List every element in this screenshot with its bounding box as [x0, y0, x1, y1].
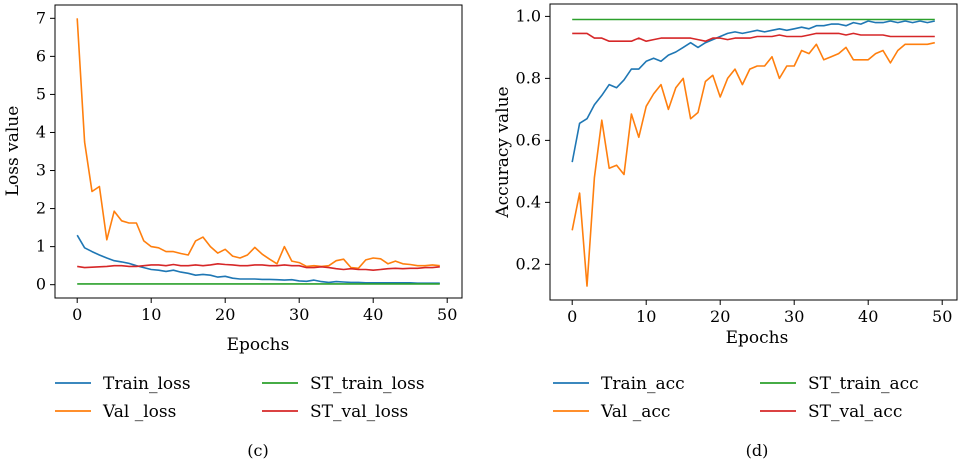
x-axis-label: Epochs [227, 335, 290, 355]
legend-item: ST_train_loss [262, 374, 425, 394]
x-tick-label: 30 [784, 307, 804, 326]
series-line-val-acc [571, 41, 935, 287]
y-tick-label: 1 [36, 237, 46, 256]
x-tick-label: 40 [858, 307, 878, 326]
legend-item: ST_val_loss [262, 402, 408, 422]
legend-item: Train_acc [553, 374, 685, 394]
y-axis-label: Accuracy value [493, 86, 513, 218]
y-tick-label: 3 [36, 161, 46, 180]
legend-label: Val _acc [600, 402, 670, 422]
plot-frame [54, 4, 463, 299]
series-line-st-val-acc [572, 32, 935, 43]
plot-frame [549, 3, 958, 301]
y-tick-label: 2 [36, 199, 46, 218]
series-group [571, 18, 935, 287]
legend-label: Val _loss [102, 402, 176, 422]
x-tick-label: 10 [141, 305, 161, 324]
x-tick-label: 0 [567, 307, 577, 326]
legend-item: Val _acc [553, 402, 670, 422]
series-line-st-val-loss [77, 262, 440, 272]
y-tick-label: 7 [36, 8, 46, 27]
x-tick-label: 20 [215, 305, 235, 324]
x-tick-label: 50 [932, 307, 952, 326]
y-axis-label: Loss value [3, 106, 23, 197]
legend: Train_loss Val _loss ST_train_loss ST_val_l… [55, 374, 425, 422]
legend-label: ST_val_acc [808, 402, 902, 422]
legend-item: Val _loss [55, 402, 176, 422]
y-tick-label: 5 [36, 84, 46, 103]
legend: Train_acc Val _acc ST_train_acc ST_val_acc [553, 374, 919, 422]
y-tick-label: 0.4 [516, 192, 541, 211]
y-tick-label: 6 [36, 46, 46, 65]
y-tick-label: 1.0 [516, 6, 541, 25]
y-tick-label: 0.6 [516, 130, 541, 149]
y-tick-label: 0.8 [516, 68, 541, 87]
y-tick-label: 0.2 [516, 254, 541, 273]
legend-label: ST_val_loss [310, 402, 408, 422]
chart-panel-1: 0 10 20 30 40 50 0 1 2 3 4 5 6 7 Epochs Loss value Train… [3, 4, 463, 460]
legend-label: ST_train_acc [808, 374, 919, 394]
legend-label: ST_train_loss [310, 374, 425, 394]
x-tick-label: 50 [437, 305, 457, 324]
series-group [76, 18, 440, 285]
chart-panel-2: 0 10 20 30 40 50 0.2 0.4 0.6 0.8 1.0 Epochs Accuracy… [493, 3, 958, 460]
x-axis-label: Epochs [726, 328, 789, 348]
x-tick-label: 10 [636, 307, 656, 326]
series-line-train-acc [571, 20, 935, 163]
y-tick-label: 4 [36, 122, 46, 141]
x-tick-label: 40 [363, 305, 383, 324]
legend-item: ST_val_acc [760, 402, 902, 422]
legend-item: ST_train_acc [760, 374, 919, 394]
x-tick-label: 30 [289, 305, 309, 324]
series-line-val-loss [76, 18, 440, 270]
legend-label: Train_loss [103, 374, 191, 394]
panel-caption: (c) [247, 441, 268, 460]
legend-label: Train_acc [601, 374, 685, 394]
x-tick-label: 20 [710, 307, 730, 326]
series-line-train-loss [76, 234, 440, 285]
panel-caption: (d) [746, 441, 769, 460]
y-tick-label: 0 [36, 275, 46, 294]
legend-item: Train_loss [55, 374, 191, 394]
x-tick-label: 0 [72, 305, 82, 324]
